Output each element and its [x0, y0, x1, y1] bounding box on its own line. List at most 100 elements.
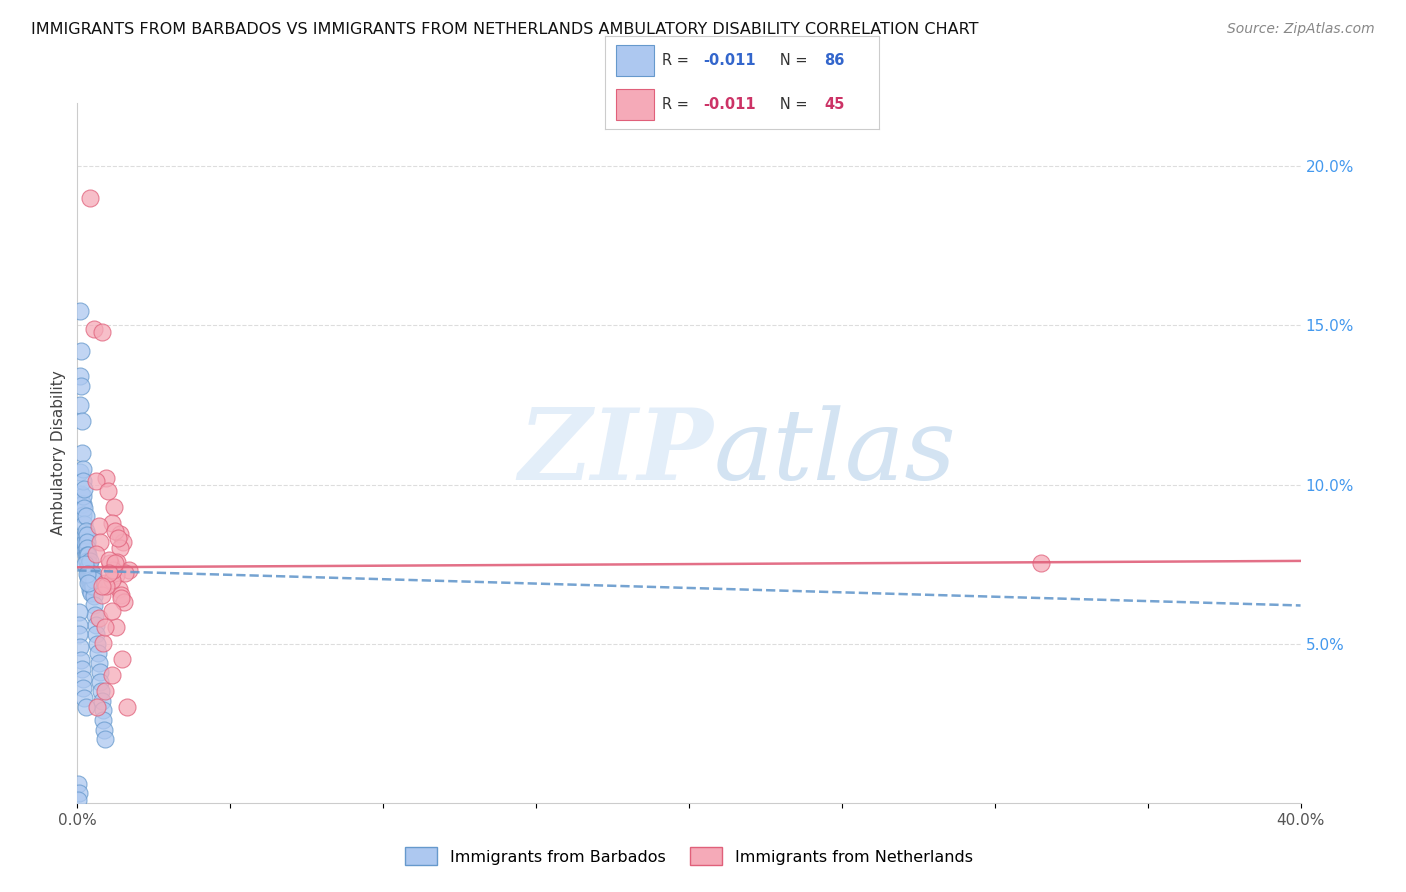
Point	[91, 636, 114, 650]
FancyBboxPatch shape	[616, 45, 654, 76]
Point	[79, 582, 101, 597]
Text: atlas: atlas	[713, 405, 956, 500]
Point	[101, 668, 124, 682]
Point	[100, 573, 122, 587]
Point	[70, 445, 93, 460]
Point	[82, 570, 104, 584]
Point	[70, 662, 93, 676]
Point	[103, 500, 125, 514]
Text: -0.011: -0.011	[703, 53, 756, 68]
Point	[73, 483, 96, 497]
Point	[84, 547, 107, 561]
Point	[115, 699, 138, 714]
Point	[79, 191, 101, 205]
Text: R =: R =	[662, 97, 693, 112]
Point	[73, 517, 96, 532]
FancyBboxPatch shape	[616, 89, 654, 120]
Point	[91, 588, 114, 602]
Point	[94, 683, 117, 698]
Point	[77, 576, 100, 591]
Point	[97, 566, 120, 580]
Point	[110, 588, 132, 602]
Point	[76, 548, 98, 562]
Point	[96, 579, 118, 593]
Point	[76, 556, 98, 570]
Point	[80, 585, 103, 599]
Point	[108, 526, 131, 541]
Point	[90, 325, 112, 339]
Point	[70, 414, 93, 428]
Point	[107, 531, 129, 545]
Point	[104, 557, 127, 571]
Point	[82, 579, 104, 593]
Point	[104, 568, 127, 582]
Point	[69, 640, 91, 654]
Text: 86: 86	[824, 53, 844, 68]
Text: R =: R =	[662, 53, 693, 68]
Point	[80, 579, 103, 593]
Point	[86, 637, 108, 651]
Point	[79, 566, 101, 581]
Point	[70, 497, 93, 511]
Point	[114, 566, 136, 580]
Point	[84, 607, 107, 622]
Point	[89, 674, 111, 689]
Point	[72, 672, 94, 686]
Point	[77, 573, 100, 587]
Point	[79, 576, 101, 591]
Point	[75, 548, 97, 562]
Point	[72, 508, 94, 522]
Point	[69, 369, 91, 384]
Point	[79, 579, 101, 593]
Point	[89, 665, 111, 680]
Point	[67, 777, 90, 791]
Text: -0.011: -0.011	[703, 97, 756, 112]
Point	[118, 564, 141, 578]
Text: ZIP: ZIP	[519, 404, 713, 501]
Point	[91, 713, 114, 727]
Point	[67, 617, 90, 632]
Point	[91, 704, 114, 718]
Point	[83, 599, 105, 613]
Point	[90, 684, 112, 698]
Point	[69, 465, 91, 479]
Point	[72, 475, 94, 489]
Point	[103, 563, 125, 577]
Point	[84, 617, 107, 632]
Point	[69, 304, 91, 318]
Point	[97, 483, 120, 498]
Point	[94, 620, 117, 634]
Point	[76, 566, 98, 581]
Point	[76, 566, 98, 581]
Point	[82, 566, 104, 581]
Point	[86, 699, 108, 714]
Point	[112, 594, 135, 608]
Point	[84, 475, 107, 489]
Point	[105, 620, 128, 634]
Point	[111, 652, 134, 666]
Point	[66, 792, 89, 806]
Point	[76, 541, 98, 556]
Point	[105, 556, 128, 570]
Point	[93, 723, 115, 737]
Point	[76, 534, 98, 549]
Point	[79, 554, 101, 568]
Point	[72, 681, 94, 696]
Point	[83, 573, 105, 587]
Point	[76, 554, 98, 568]
Point	[87, 519, 110, 533]
Point	[104, 524, 127, 539]
Text: IMMIGRANTS FROM BARBADOS VS IMMIGRANTS FROM NETHERLANDS AMBULATORY DISABILITY CO: IMMIGRANTS FROM BARBADOS VS IMMIGRANTS F…	[31, 22, 979, 37]
Point	[80, 573, 103, 587]
Point	[75, 700, 97, 714]
Point	[77, 566, 100, 581]
Text: N =: N =	[766, 53, 813, 68]
Point	[97, 553, 120, 567]
Point	[77, 557, 100, 571]
Point	[96, 471, 118, 485]
Point	[72, 489, 94, 503]
Point	[73, 501, 96, 516]
Point	[94, 732, 117, 747]
Point	[75, 524, 97, 538]
Point	[73, 542, 96, 557]
